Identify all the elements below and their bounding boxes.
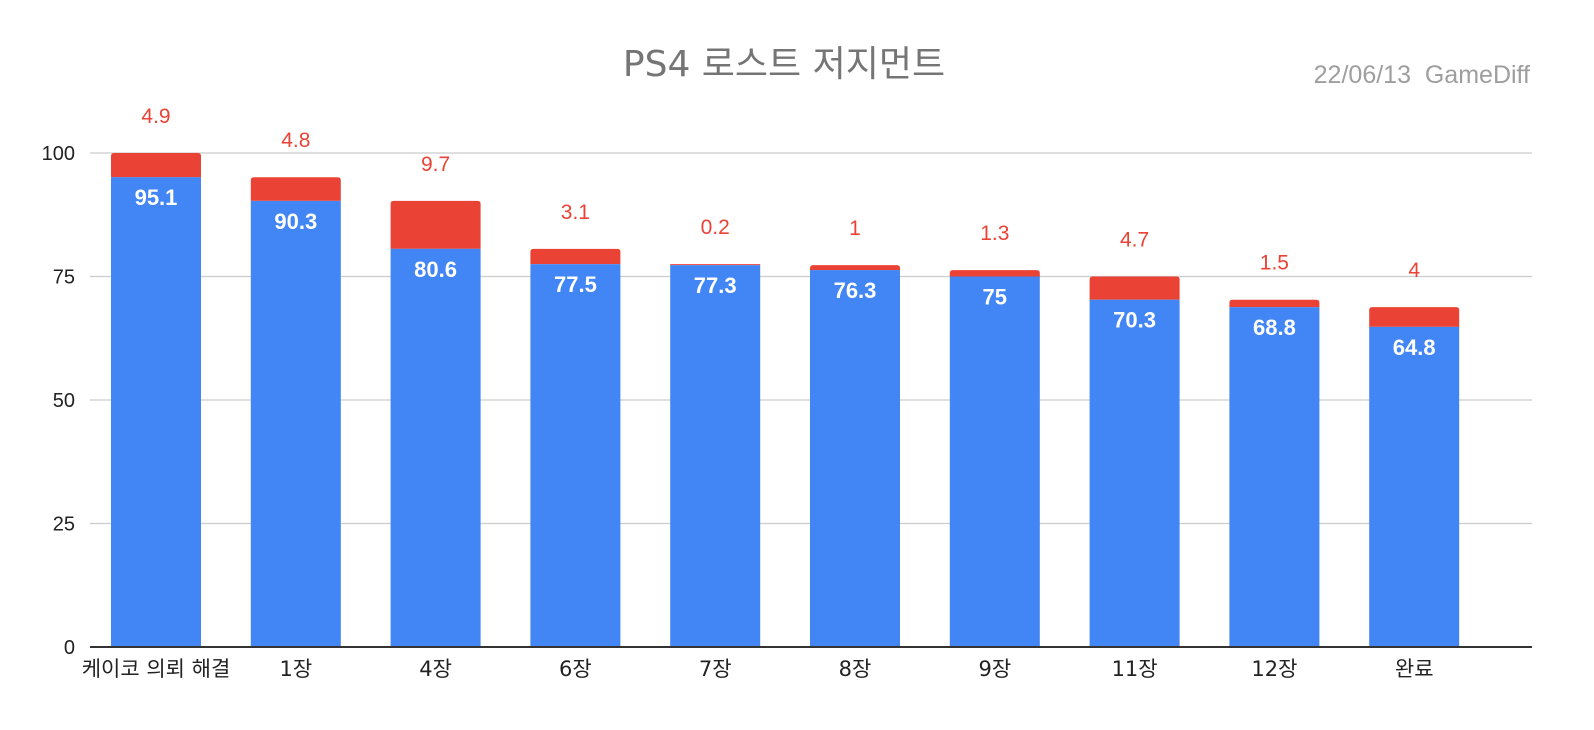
bar-top-value-label: 1.5	[1260, 252, 1289, 275]
bar-value-label: 80.6	[414, 257, 457, 282]
bar-top-value-label: 9.7	[421, 153, 450, 176]
y-tick-label: 25	[53, 514, 75, 536]
y-tick-label: 0	[64, 637, 75, 659]
bar-segment-base	[1369, 326, 1460, 647]
bar-segment-base	[810, 270, 900, 647]
bar-segment-top	[111, 153, 201, 178]
bar-top-value-label: 0.2	[701, 216, 730, 239]
y-tick-label: 50	[53, 390, 75, 412]
x-category-label: 11장	[1112, 657, 1158, 681]
bar-value-label: 90.3	[274, 209, 317, 234]
bars	[111, 153, 1460, 647]
bar-top-value-label: 1.3	[980, 222, 1009, 245]
bar-segment-base	[111, 177, 201, 647]
x-category-label: 7장	[699, 657, 732, 681]
x-category-label: 6장	[559, 657, 592, 681]
data-labels: 95.1 4.9 90.3 4.8 80.6 9.7 77.5 3.1 77.3 0.2 76.3 1…	[135, 105, 1436, 360]
x-category-label: 1장	[279, 657, 312, 681]
bar-segment-top	[1229, 299, 1320, 308]
x-category-label: 12장	[1251, 657, 1297, 681]
bar-segment-base	[670, 265, 761, 647]
bar-segment-top	[250, 177, 341, 201]
bar-top-value-label: 4.9	[141, 105, 170, 128]
bar-segment-top	[810, 265, 900, 271]
bar-value-label: 70.3	[1113, 308, 1156, 333]
bar-top-value-label: 3.1	[561, 201, 590, 224]
chart-source-note: 22/06/13 GameDiff	[1314, 61, 1530, 89]
bar-segment-top	[1369, 307, 1460, 327]
bar-segment-top	[1089, 276, 1180, 300]
bar-segment-base	[949, 276, 1040, 647]
bar-segment-top	[949, 270, 1040, 277]
x-category-label: 9장	[978, 657, 1011, 681]
bar-value-label: 77.3	[694, 273, 737, 298]
bar-value-label: 68.8	[1253, 315, 1296, 340]
axes: 0 25 50 75 100 케이코 의뢰 해결 1장 4장 6장 7장 8장 9장 11장 12장 완료	[42, 143, 1532, 681]
x-category-label: 4장	[419, 657, 452, 681]
y-tick-label: 75	[53, 267, 75, 289]
bar-value-label: 64.8	[1393, 335, 1436, 360]
x-category-label: 케이코 의뢰 해결	[82, 657, 231, 681]
bar-value-label: 76.3	[834, 278, 877, 303]
bar-segment-base	[530, 264, 621, 647]
bar-segment-base	[250, 200, 341, 647]
bar-segment-top	[670, 264, 761, 266]
bar-top-value-label: 4	[1408, 259, 1420, 282]
bar-segment-base	[1229, 307, 1320, 647]
bar-segment-top	[530, 248, 621, 265]
bar-top-value-label: 1	[849, 217, 861, 240]
bar-top-value-label: 4.8	[281, 129, 310, 152]
y-tick-label: 100	[42, 143, 75, 165]
bar-segment-base	[1089, 299, 1180, 647]
chart-title: PS4 로스트 저지먼트	[623, 44, 945, 85]
bar-value-label: 75	[983, 285, 1007, 310]
x-category-label: 완료	[1395, 657, 1434, 681]
bar-segment-base	[390, 248, 481, 647]
bar-value-label: 95.1	[135, 185, 178, 210]
x-category-label: 8장	[839, 657, 872, 681]
bar-top-value-label: 4.7	[1120, 229, 1149, 252]
bar-value-label: 77.5	[554, 272, 597, 297]
bar-segment-top	[390, 200, 481, 249]
